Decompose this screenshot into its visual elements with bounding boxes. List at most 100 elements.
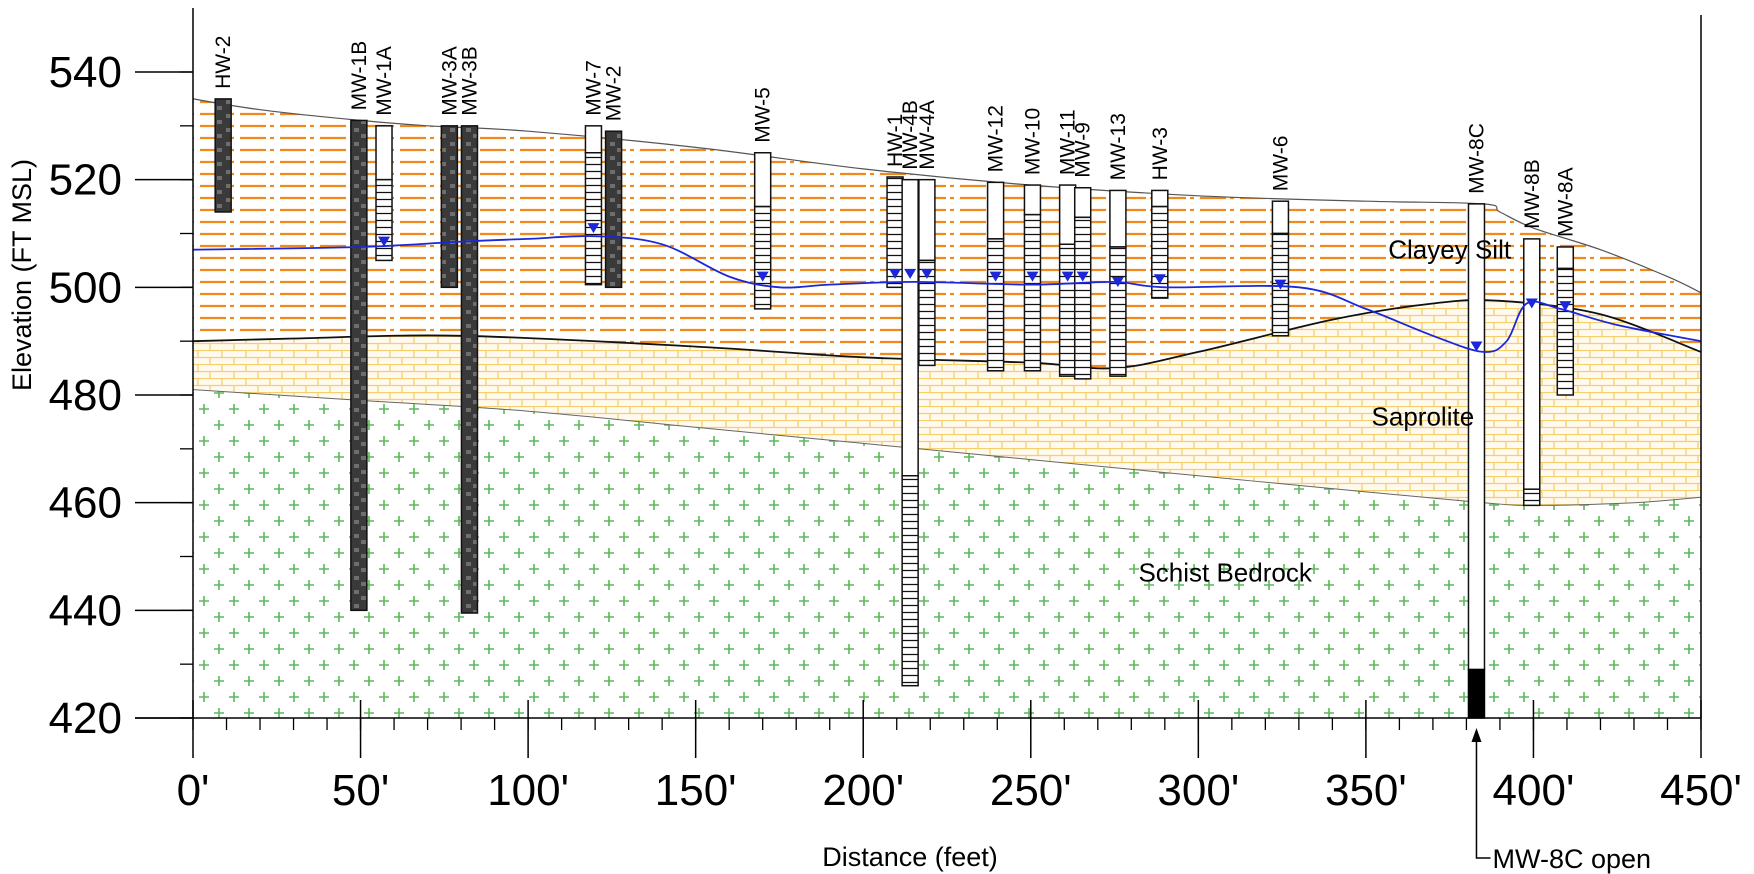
- well-label: HW-2: [212, 36, 235, 89]
- well-screen: [584, 152, 603, 286]
- water-level-icon: [1061, 271, 1074, 282]
- clayey-silt-unit: [193, 98, 1701, 369]
- well-casing: [753, 152, 772, 208]
- well-label: MW-1B: [348, 41, 371, 111]
- water-level-icon: [989, 271, 1002, 282]
- well-mw-4a: MW-4A: [916, 100, 939, 367]
- well-screen: [1109, 246, 1127, 377]
- well-hw-3: HW-3: [1149, 127, 1172, 299]
- x-tick-label: 250': [990, 766, 1072, 815]
- well-label: MW-10: [1022, 108, 1045, 175]
- well-screen: [986, 238, 1005, 372]
- well-hw-1: HW-1: [884, 114, 907, 289]
- water-level-icon: [1153, 274, 1166, 285]
- well-casing: [1467, 203, 1486, 671]
- x-tick-label: 150': [655, 766, 737, 815]
- well-mw-1b: MW-1B: [348, 41, 371, 612]
- well-hw-2: HW-2: [212, 36, 235, 213]
- y-tick-label: 480: [49, 371, 122, 420]
- well-label: MW-13: [1107, 113, 1130, 180]
- x-tick-label: 300': [1157, 766, 1239, 815]
- x-tick-label: 0': [177, 766, 210, 815]
- y-tick-label: 500: [49, 263, 122, 312]
- x-tick-label: 200': [822, 766, 904, 815]
- y-tick-label: 520: [49, 156, 122, 205]
- well-screen: [753, 205, 772, 310]
- unit-labels: Clayey Silt Saprolite Schist Bedrock: [1138, 235, 1511, 588]
- water-level-icon: [587, 223, 600, 234]
- well-mw-3b: MW-3B: [459, 46, 482, 614]
- callout-leader-line: [1475, 734, 1491, 859]
- well-mw-5: MW-5: [752, 87, 775, 310]
- well-label: MW-8B: [1521, 159, 1544, 229]
- x-tick-label: 350': [1325, 766, 1407, 815]
- well-screen: [901, 475, 919, 687]
- well-screen: [1058, 243, 1077, 377]
- well-label: MW-1A: [373, 46, 396, 116]
- callout-arrowhead: [1471, 728, 1482, 742]
- x-tick-label: 50': [332, 766, 389, 815]
- well-casing: [1151, 189, 1169, 208]
- well-casing: [1523, 238, 1541, 490]
- y-tick-label: 420: [49, 694, 122, 743]
- well-mw-8a: MW-8A: [1554, 167, 1577, 396]
- well-casing: [1058, 184, 1077, 246]
- well-label: MW-3A: [438, 46, 461, 116]
- well-screen: [1023, 213, 1042, 372]
- x-tick-label: 450': [1660, 766, 1742, 815]
- well-label: MW-4B: [899, 100, 922, 170]
- axes-group: 540 520 500 480 460 440 420 0' 50' 100' 150' 200' 25…: [49, 8, 1742, 815]
- water-level-icon: [1274, 279, 1287, 290]
- water-level-icon: [756, 271, 769, 282]
- well-mw-9: MW-9: [1072, 122, 1095, 380]
- well-mw-10: MW-10: [1022, 108, 1045, 372]
- well-label: MW-9: [1072, 122, 1095, 178]
- well-label: MW-6: [1269, 136, 1292, 192]
- water-level-icon: [378, 236, 391, 247]
- well-label: MW-2: [603, 66, 626, 122]
- water-level-icon: [904, 268, 917, 279]
- y-tick-label: 440: [49, 586, 122, 635]
- well-mw-4b: MW-4B: [899, 100, 922, 687]
- water-table-line: [192, 235, 1702, 353]
- water-level-icon: [920, 268, 933, 279]
- well-mw-7: MW-7: [583, 60, 606, 286]
- well-screen: [1523, 488, 1541, 507]
- unit-label: Saprolite: [1372, 402, 1475, 432]
- water-level-icon: [1026, 271, 1039, 282]
- water-level-icon: [1470, 341, 1483, 352]
- well-label: HW-1: [884, 114, 907, 167]
- well-label: MW-5: [752, 87, 775, 143]
- well-casing: [986, 181, 1005, 240]
- well-label: MW-12: [985, 105, 1008, 172]
- well-mw-11: MW-11: [1057, 109, 1080, 377]
- y-tick-label: 540: [49, 48, 122, 97]
- well-casing: [1271, 200, 1290, 235]
- unit-label: Clayey Silt: [1388, 235, 1512, 265]
- schist-bedrock-unit: [193, 389, 1701, 718]
- well-mw-13: MW-13: [1107, 113, 1130, 377]
- well-casing: [584, 125, 603, 154]
- well-screen: [918, 259, 936, 367]
- well-mw-2: MW-2: [603, 66, 626, 289]
- well-mw-1a: MW-1A: [373, 46, 396, 262]
- well-screen: [1151, 205, 1169, 299]
- well-casing: [918, 178, 936, 262]
- water-level-icon: [1559, 301, 1572, 312]
- water-level-icon: [1525, 298, 1538, 309]
- water-level-icon: [1111, 276, 1124, 287]
- x-tick-label: 100': [487, 766, 569, 815]
- well-label: MW-3B: [459, 46, 482, 116]
- well-mw-6: MW-6: [1269, 136, 1292, 337]
- water-level-markers: [378, 223, 1572, 352]
- well-casing: [1556, 246, 1575, 270]
- well-casing: [604, 130, 623, 289]
- open-hole-section: [1467, 668, 1486, 719]
- well-label: MW-8A: [1554, 167, 1577, 237]
- well-mw-8c: MW-8C: [1466, 123, 1489, 719]
- water-level-icon: [889, 268, 902, 279]
- well-mw-3a: MW-3A: [438, 46, 461, 289]
- well-casing: [1109, 189, 1127, 248]
